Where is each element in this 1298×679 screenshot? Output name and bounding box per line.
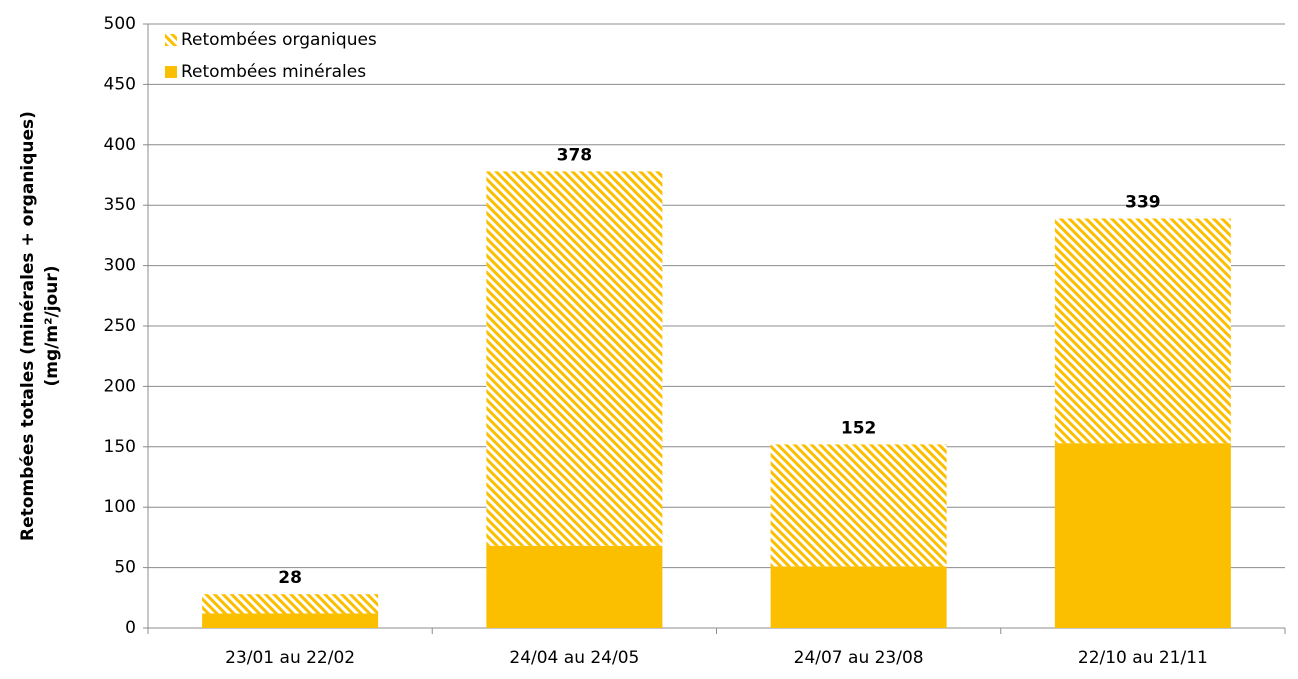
bar-segment: [486, 545, 663, 628]
bar-segment: [202, 613, 379, 628]
x-tick-label: 24/04 au 24/05: [509, 648, 639, 668]
legend-label: Retombées minérales: [181, 62, 366, 82]
legend-swatch: [165, 66, 177, 78]
y-tick-label: 300: [104, 256, 136, 276]
bar-segment: [202, 594, 379, 614]
bar-segment: [770, 566, 947, 628]
total-label: 339: [1125, 192, 1161, 212]
x-tick-label: 23/01 au 22/02: [225, 648, 355, 668]
bar-segment: [770, 444, 947, 567]
legend-swatch: [165, 34, 177, 46]
total-label: 28: [278, 568, 302, 588]
y-tick-label: 400: [104, 135, 136, 155]
y-tick-label: 0: [125, 618, 136, 638]
y-axis-label: Retombées totales (minérales + organique…: [18, 111, 38, 541]
x-tick-label: 24/07 au 23/08: [794, 648, 924, 668]
y-tick-label: 500: [104, 14, 136, 34]
total-label: 378: [557, 145, 593, 165]
y-tick-label: 200: [104, 376, 136, 396]
y-tick-label: 100: [104, 497, 136, 517]
total-label: 152: [841, 418, 877, 438]
y-tick-label: 250: [104, 316, 136, 336]
y-tick-label: 450: [104, 74, 136, 94]
y-tick-label: 150: [104, 437, 136, 457]
x-tick-label: 22/10 au 21/11: [1078, 648, 1208, 668]
y-tick-label: 350: [104, 195, 136, 215]
bar-segment: [486, 171, 663, 546]
bar-segment: [1054, 443, 1231, 628]
y-tick-label: 50: [114, 558, 136, 578]
bar-segment: [1054, 218, 1231, 444]
y-axis-label: (mg/m²/jour): [42, 266, 62, 387]
legend-label: Retombées organiques: [181, 30, 377, 50]
